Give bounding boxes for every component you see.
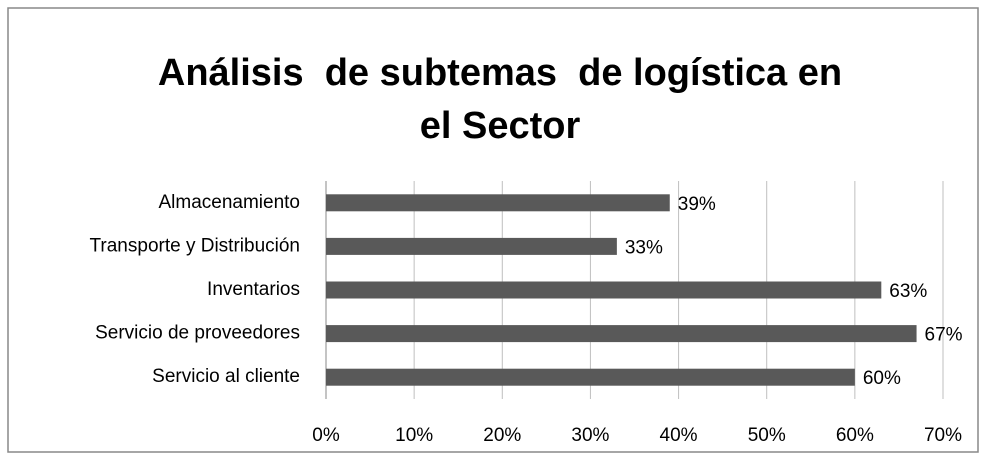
bar xyxy=(326,237,617,255)
y-tick-label: Servicio de proveedores xyxy=(95,323,300,344)
x-tick-label: 50% xyxy=(748,425,786,446)
value-label: 39% xyxy=(678,194,716,215)
y-tick-label: Almacenamiento xyxy=(158,192,300,213)
x-tick-label: 10% xyxy=(395,425,433,446)
y-tick-label: Transporte y Distribución xyxy=(90,235,300,256)
bar xyxy=(326,194,670,212)
y-tick-label: Inventarios xyxy=(207,279,300,300)
y-tick-label: Servicio al cliente xyxy=(152,366,300,387)
x-tick-label: 60% xyxy=(836,425,874,446)
x-tick-label: 70% xyxy=(924,425,962,446)
x-tick-label: 40% xyxy=(660,425,698,446)
bar xyxy=(326,325,917,343)
chart-title: Análisis de subtemas de logística en xyxy=(158,52,842,94)
value-label: 63% xyxy=(889,281,927,302)
x-tick-label: 0% xyxy=(312,425,340,446)
value-label: 67% xyxy=(925,325,963,346)
x-tick-label: 20% xyxy=(483,425,521,446)
bar xyxy=(326,281,882,299)
bar xyxy=(326,368,855,386)
value-label: 60% xyxy=(863,368,901,389)
value-label: 33% xyxy=(625,237,663,258)
x-tick-label: 30% xyxy=(571,425,609,446)
chart-title: el Sector xyxy=(420,105,581,147)
